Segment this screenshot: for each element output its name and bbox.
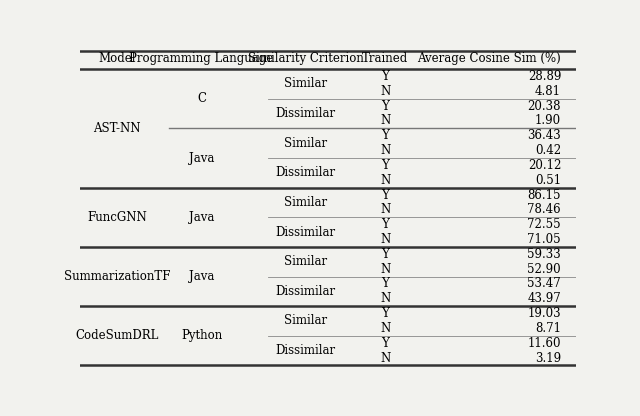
Text: 53.47: 53.47	[527, 277, 561, 290]
Text: N: N	[380, 233, 390, 246]
Text: Similar: Similar	[284, 255, 327, 268]
Text: 1.90: 1.90	[535, 114, 561, 127]
Text: FuncGNN: FuncGNN	[87, 211, 147, 224]
Text: Dissimilar: Dissimilar	[276, 107, 336, 120]
Text: C: C	[197, 92, 206, 105]
Text: Java: Java	[189, 151, 214, 164]
Text: 4.81: 4.81	[535, 85, 561, 98]
Text: Java: Java	[189, 270, 214, 283]
Text: Dissimilar: Dissimilar	[276, 344, 336, 357]
Text: 86.15: 86.15	[527, 188, 561, 202]
Text: Similar: Similar	[284, 77, 327, 90]
Text: 43.97: 43.97	[527, 292, 561, 305]
Text: Similar: Similar	[284, 196, 327, 209]
Text: 0.42: 0.42	[535, 144, 561, 157]
Text: 28.89: 28.89	[528, 70, 561, 83]
Text: Similar: Similar	[284, 137, 327, 150]
Text: 36.43: 36.43	[527, 129, 561, 142]
Text: CodeSumDRL: CodeSumDRL	[76, 329, 159, 342]
Text: Y: Y	[381, 248, 389, 261]
Text: Y: Y	[381, 188, 389, 202]
Text: Y: Y	[381, 129, 389, 142]
Text: 78.46: 78.46	[527, 203, 561, 216]
Text: Dissimilar: Dissimilar	[276, 285, 336, 298]
Text: 19.03: 19.03	[527, 307, 561, 320]
Text: 52.90: 52.90	[527, 262, 561, 276]
Text: Model: Model	[99, 52, 136, 65]
Text: N: N	[380, 144, 390, 157]
Text: 59.33: 59.33	[527, 248, 561, 261]
Text: N: N	[380, 262, 390, 276]
Text: 8.71: 8.71	[535, 322, 561, 335]
Text: 20.38: 20.38	[527, 100, 561, 113]
Text: 3.19: 3.19	[535, 352, 561, 364]
Text: N: N	[380, 85, 390, 98]
Text: Similarity Criterion: Similarity Criterion	[248, 52, 364, 65]
Text: 72.55: 72.55	[527, 218, 561, 231]
Text: 20.12: 20.12	[528, 159, 561, 172]
Text: Average Cosine Sim (%): Average Cosine Sim (%)	[417, 52, 561, 65]
Text: Y: Y	[381, 100, 389, 113]
Text: Y: Y	[381, 70, 389, 83]
Text: Programming Language: Programming Language	[129, 52, 274, 65]
Text: Y: Y	[381, 159, 389, 172]
Text: 11.60: 11.60	[527, 337, 561, 350]
Text: Dissimilar: Dissimilar	[276, 225, 336, 239]
Text: SummarizationTF: SummarizationTF	[64, 270, 170, 283]
Text: Python: Python	[181, 329, 222, 342]
Text: N: N	[380, 203, 390, 216]
Text: N: N	[380, 292, 390, 305]
Text: N: N	[380, 114, 390, 127]
Text: AST-NN: AST-NN	[93, 122, 141, 135]
Text: N: N	[380, 352, 390, 364]
Text: Java: Java	[189, 211, 214, 224]
Text: N: N	[380, 174, 390, 187]
Text: Trained: Trained	[362, 52, 408, 65]
Text: Similar: Similar	[284, 314, 327, 327]
Text: Dissimilar: Dissimilar	[276, 166, 336, 179]
Text: N: N	[380, 322, 390, 335]
Text: Y: Y	[381, 337, 389, 350]
Text: 71.05: 71.05	[527, 233, 561, 246]
Text: Y: Y	[381, 307, 389, 320]
Text: 0.51: 0.51	[535, 174, 561, 187]
Text: Y: Y	[381, 218, 389, 231]
Text: Y: Y	[381, 277, 389, 290]
